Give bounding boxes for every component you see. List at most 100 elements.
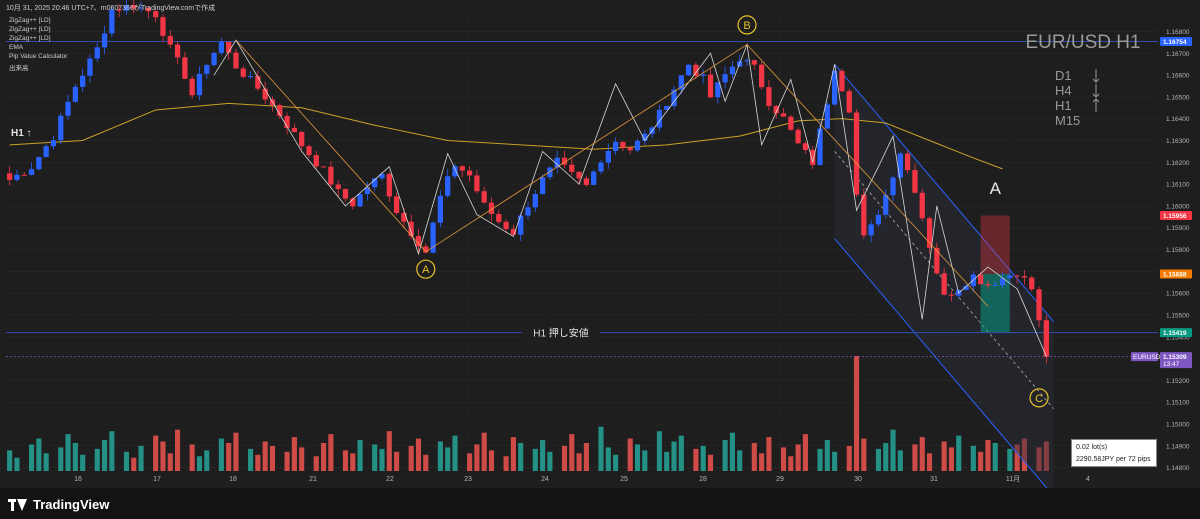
- volume-bar: [992, 442, 998, 471]
- candle-body: [196, 73, 203, 96]
- candle-body: [174, 44, 181, 58]
- candle-body: [58, 115, 64, 141]
- candle-body: [656, 109, 663, 128]
- indicator-zigzag-3[interactable]: ZigZag++ [LD]: [9, 35, 51, 42]
- price-axis[interactable]: 1.16800 1.16700 1.16600 1.16500 1.16400 1.163…: [1131, 0, 1200, 488]
- candle-body: [211, 52, 217, 66]
- volume-bar: [1043, 441, 1049, 471]
- candle-body: [510, 228, 517, 235]
- volume-bar: [488, 450, 495, 471]
- candle-body: [934, 247, 940, 274]
- wave-label-circle-b: [737, 15, 757, 35]
- timeframe-H1: H1: [1055, 98, 1072, 113]
- candle-body: [1043, 320, 1049, 357]
- volume-bar: [941, 441, 947, 471]
- price-tick: 1.15400: [1166, 334, 1190, 341]
- indicator-pip-calculator[interactable]: Pip Value Calculator: [9, 53, 68, 60]
- price-tick: 1.16400: [1166, 116, 1190, 123]
- indicator-zigzag-2[interactable]: ZigZag++ [LD]: [9, 26, 51, 33]
- candle-body: [153, 11, 159, 18]
- candle-body: [445, 176, 451, 196]
- candle-body: [780, 113, 787, 117]
- volume-bar: [284, 451, 290, 471]
- volume-bar: [357, 440, 363, 471]
- volume-bar: [167, 453, 173, 471]
- price-tag: 1.15956: [1163, 213, 1187, 220]
- time-tick: 28: [699, 476, 707, 483]
- candles: [7, 0, 1049, 364]
- volume-bar: [802, 434, 808, 471]
- volume-bar: [138, 445, 144, 471]
- candle-body: [810, 149, 816, 165]
- volume-bar: [978, 451, 984, 471]
- support-label: H1 押し安値: [533, 327, 589, 340]
- position-box[interactable]: [980, 215, 1010, 333]
- volume-bar: [14, 457, 20, 471]
- candle-body: [364, 187, 371, 195]
- candle-body: [306, 146, 312, 156]
- candle-body: [685, 64, 692, 76]
- volume-bar: [678, 435, 684, 471]
- candle-body: [875, 214, 882, 225]
- volume-bar: [452, 435, 458, 471]
- volume-bar: [372, 444, 378, 471]
- candle-body: [357, 194, 363, 207]
- candle-body: [1007, 275, 1013, 279]
- candle-body: [758, 64, 765, 88]
- indicator-zigzag-1[interactable]: ZigZag++ [LD]: [9, 17, 51, 24]
- candle-body: [65, 101, 71, 116]
- pip-lot-size: 0.02 lot(s): [1076, 444, 1108, 451]
- volume-bar: [737, 450, 743, 471]
- price-tick: 1.16500: [1166, 94, 1190, 101]
- candle-body: [561, 157, 568, 165]
- indicator-volume[interactable]: 出来高: [9, 65, 29, 72]
- time-axis[interactable]: 16 17 18 21 22 23 24 25 28 29 30 31 11月 4: [74, 475, 1090, 483]
- time-tick: 24: [541, 476, 549, 483]
- volume-bar: [204, 450, 210, 471]
- volume-bar: [233, 432, 239, 471]
- volume-bar: [102, 440, 108, 471]
- candle-body: [204, 65, 210, 74]
- price-tick: 1.15200: [1166, 378, 1190, 385]
- candle-body: [342, 189, 349, 199]
- big-wave-label-a: A: [990, 179, 1002, 198]
- candle-body: [21, 174, 27, 176]
- timeframe-H4: H4: [1055, 83, 1072, 98]
- candle-body: [729, 66, 736, 75]
- price-axis-bg: [1158, 0, 1200, 488]
- volume-bar: [109, 431, 115, 471]
- candle-body: [525, 207, 531, 216]
- candle-body: [642, 133, 648, 141]
- candle-body: [912, 170, 918, 193]
- price-tick: 1.14900: [1166, 443, 1190, 450]
- candle-body: [948, 294, 955, 296]
- candle-body: [372, 178, 378, 188]
- candle-body: [1029, 277, 1035, 290]
- volume-bar: [299, 447, 305, 471]
- candle-body: [897, 153, 903, 178]
- candle-body: [605, 150, 611, 163]
- ema-line: [9, 102, 1003, 170]
- pip-value: 2290.58JPY per 72 pips: [1076, 456, 1151, 463]
- volume-bar: [408, 445, 414, 471]
- volume-bar: [613, 454, 619, 471]
- volume-bar: [853, 355, 860, 471]
- candle-body: [853, 112, 860, 195]
- candle-body: [1036, 289, 1042, 321]
- support-label-bg: [522, 325, 600, 340]
- candle-body: [109, 9, 115, 34]
- volume-bar: [875, 448, 881, 471]
- tradingview-logo[interactable]: TradingView: [8, 497, 109, 512]
- indicator-ema[interactable]: EMA: [9, 44, 24, 51]
- candle-body: [890, 177, 896, 196]
- candle-body: [299, 132, 305, 147]
- volume-bar: [693, 448, 699, 471]
- volume-bar: [7, 450, 13, 471]
- volume-bar: [912, 444, 918, 471]
- candle-body: [992, 285, 998, 287]
- candle-body: [401, 212, 407, 222]
- volume-bar: [642, 450, 648, 471]
- symbol-title: EUR/USD H1: [1025, 32, 1140, 53]
- candle-body: [167, 35, 173, 45]
